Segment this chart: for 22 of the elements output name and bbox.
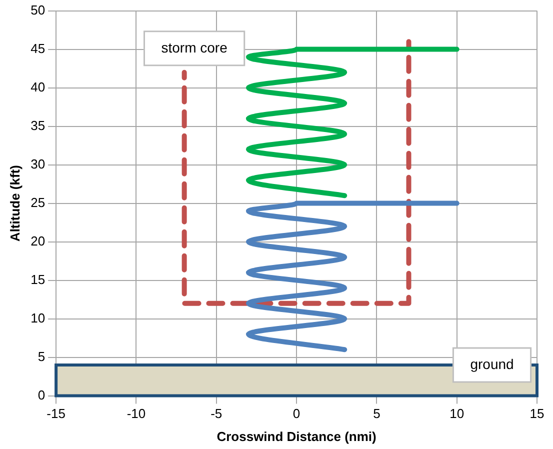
x-tick-label: 10 — [450, 406, 464, 422]
x-tick-label: 5 — [373, 406, 380, 422]
series-label: storm core — [161, 39, 228, 56]
x-tick-label: -10 — [126, 406, 146, 422]
x-tick-label: 0 — [292, 406, 300, 422]
y-tick-label: 40 — [30, 79, 46, 94]
y-tick-label: 0 — [38, 387, 46, 402]
y-tick-label: 25 — [30, 194, 46, 210]
band-label: ground — [470, 356, 514, 372]
y-tick-label: 10 — [30, 310, 46, 326]
y-tick-label: 45 — [30, 40, 46, 56]
x-axis-title: Crosswind Distance (nmi) — [216, 428, 376, 444]
x-tick-label: -5 — [210, 406, 222, 422]
y-tick-label: 15 — [30, 272, 46, 287]
x-tick-label: 15 — [530, 406, 544, 422]
y-tick-label: 5 — [38, 348, 46, 364]
x-tick-label: -15 — [46, 406, 66, 422]
y-tick-label: 35 — [30, 118, 46, 133]
y-tick-label: 50 — [30, 2, 46, 18]
y-axis-title: Altitude (kft) — [7, 165, 22, 242]
y-tick-label: 20 — [30, 233, 46, 248]
y-tick-label: 30 — [30, 156, 46, 172]
